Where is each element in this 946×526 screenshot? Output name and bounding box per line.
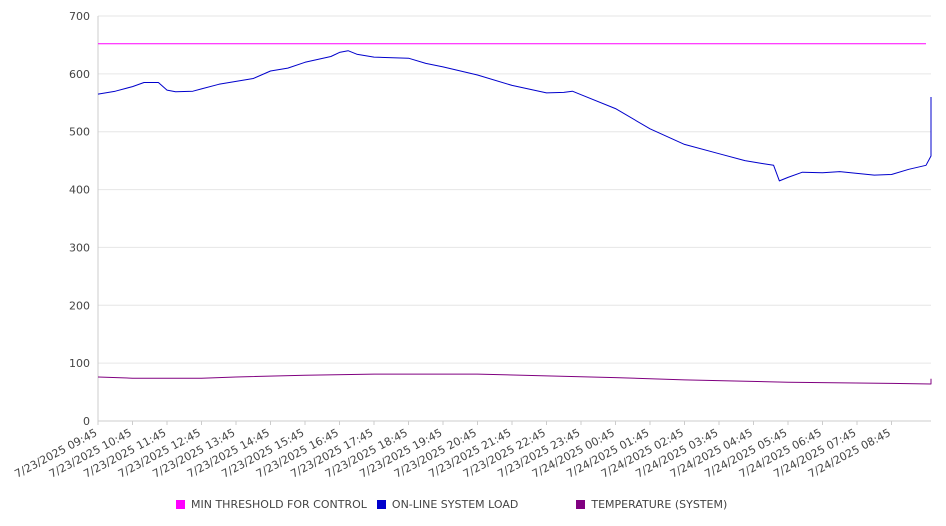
y-tick-label: 100 xyxy=(69,357,90,370)
x-tick-labels: 7/23/2025 09:457/23/2025 10:457/23/2025 … xyxy=(12,421,893,481)
y-tick-label: 0 xyxy=(83,415,90,428)
legend-item-load[interactable]: ON-LINE SYSTEM LOAD xyxy=(376,498,519,511)
legend: MIN THRESHOLD FOR CONTROL ON-LINE SYSTEM… xyxy=(176,498,737,511)
legend-swatch xyxy=(576,500,586,509)
legend-item-threshold[interactable]: MIN THRESHOLD FOR CONTROL xyxy=(176,498,367,511)
series-line-1 xyxy=(97,50,932,182)
y-tick-label: 400 xyxy=(69,184,90,197)
y-tick-label: 700 xyxy=(69,10,90,23)
axes xyxy=(97,16,931,422)
legend-label: MIN THRESHOLD FOR CONTROL xyxy=(191,498,367,511)
y-tick-label: 300 xyxy=(69,241,90,254)
y-tick-label: 200 xyxy=(69,299,90,312)
series-lines xyxy=(97,43,932,385)
legend-swatch xyxy=(176,500,185,509)
legend-label: TEMPERATURE (SYSTEM) xyxy=(591,498,728,511)
y-tick-label: 500 xyxy=(69,126,90,139)
legend-label: ON-LINE SYSTEM LOAD xyxy=(391,498,519,511)
y-tick-label: 600 xyxy=(69,68,90,81)
y-tick-labels: 0 100 200 300 400 500 600 700 xyxy=(69,10,90,428)
legend-swatch xyxy=(376,500,386,509)
legend-item-temperature[interactable]: TEMPERATURE (SYSTEM) xyxy=(576,498,727,511)
series-line-2 xyxy=(97,373,932,385)
gridlines xyxy=(98,15,931,422)
